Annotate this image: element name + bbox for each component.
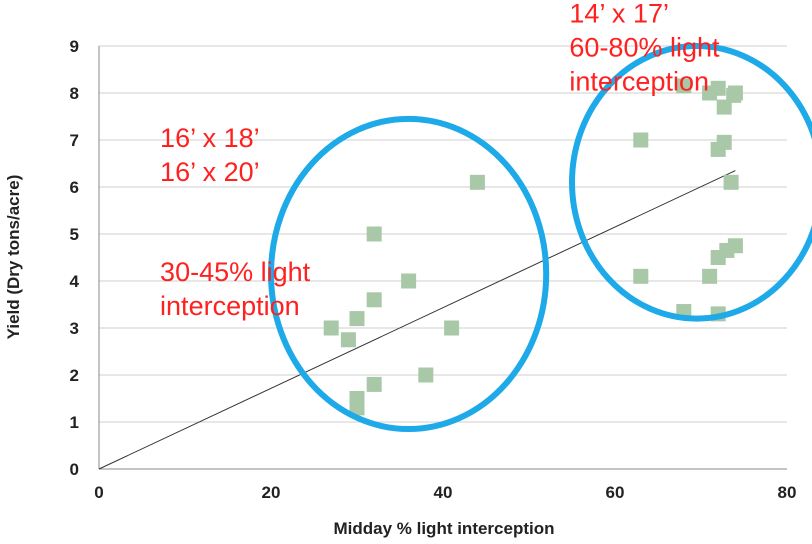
- data-point: [366, 292, 382, 308]
- x-tick-label: 40: [434, 483, 453, 502]
- gridlines: [99, 45, 787, 423]
- data-point: [349, 400, 365, 416]
- data-point: [716, 134, 732, 150]
- cluster-ellipse: [569, 43, 812, 322]
- y-tick-label: 2: [70, 366, 79, 385]
- data-point: [366, 226, 382, 242]
- annotation-line: 14’ x 17’: [569, 0, 669, 29]
- data-point: [366, 376, 382, 392]
- annotation-line: 30-45% light: [160, 257, 311, 287]
- y-tick-label: 1: [70, 413, 79, 432]
- cluster-ellipse: [268, 115, 550, 433]
- data-point: [710, 80, 726, 96]
- x-axis-title: Midday % light interception: [333, 519, 554, 538]
- axes: [98, 46, 787, 470]
- data-point: [418, 367, 434, 383]
- annotations: 14’ x 17’ 60-80% light interception 16’ x 1…: [160, 0, 720, 321]
- annotation-line: interception: [160, 291, 300, 321]
- data-point: [444, 320, 460, 336]
- data-point: [702, 268, 718, 284]
- data-point: [469, 174, 485, 190]
- y-tick-label: 3: [70, 319, 79, 338]
- y-tick-label: 0: [70, 460, 79, 479]
- data-points: [323, 78, 743, 416]
- annotation-line: 16’ x 20’: [160, 157, 260, 187]
- annotation-text: 30-45% light interception: [160, 257, 311, 321]
- annotation-line: 16’ x 18’: [160, 123, 260, 153]
- annotation-line: interception: [569, 67, 709, 97]
- y-tick-label: 5: [70, 225, 79, 244]
- data-point: [401, 273, 417, 289]
- data-point: [349, 311, 365, 327]
- y-tick-label: 7: [70, 131, 79, 150]
- data-point: [633, 132, 649, 148]
- y-tick-label: 8: [70, 84, 79, 103]
- tick-labels: 0 1 2 3 4 5 6 7 8 9 0 20 40 60 80: [70, 37, 797, 502]
- data-point: [340, 332, 356, 348]
- y-tick-label: 6: [70, 178, 79, 197]
- data-point: [676, 78, 692, 94]
- annotation-text: 16’ x 18’ 16’ x 20’: [160, 123, 260, 187]
- trendline: [98, 170, 736, 470]
- y-tick-label: 9: [70, 37, 79, 56]
- data-point: [727, 85, 743, 101]
- y-axis-title: Yield (Dry tons/acre): [4, 175, 23, 340]
- data-point: [633, 268, 649, 284]
- trendline-group: [98, 170, 736, 470]
- annotation-text: 14’ x 17’ 60-80% light interception: [569, 0, 720, 97]
- data-point: [323, 320, 339, 336]
- x-tick-label: 20: [262, 483, 281, 502]
- data-point: [723, 174, 739, 190]
- x-tick-label: 60: [606, 483, 625, 502]
- data-point: [716, 99, 732, 115]
- y-tick-label: 4: [70, 272, 80, 291]
- cluster-ellipses: [268, 43, 812, 433]
- data-point: [727, 238, 743, 254]
- annotation-line: 60-80% light: [569, 33, 720, 63]
- x-tick-label: 80: [778, 483, 797, 502]
- x-tick-label: 0: [94, 483, 103, 502]
